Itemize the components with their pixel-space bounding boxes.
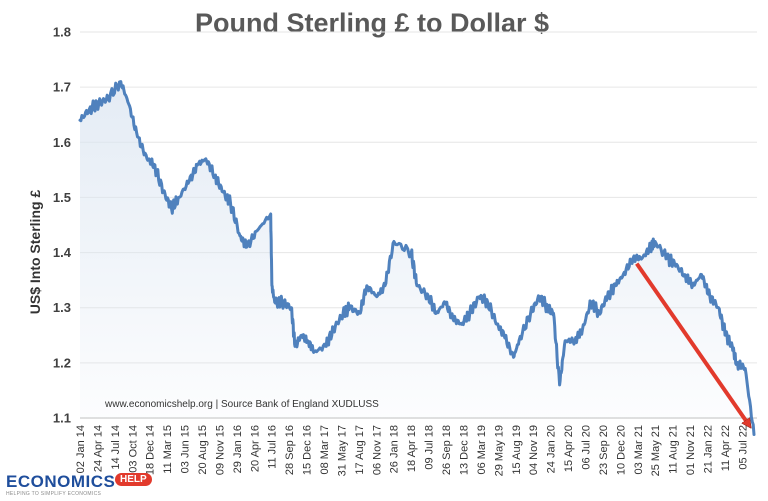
x-tick-label: 06 Jul 20 [581, 425, 593, 470]
y-tick-label: 1.1 [53, 411, 71, 426]
trend-arrow [635, 262, 748, 424]
y-axis-ticks: 1.1 1.2 1.3 1.4 1.5 1.6 1.7 1.8 [53, 25, 72, 426]
logo-tagline: HELPING TO SIMPLIFY ECONOMICS [6, 491, 102, 497]
x-tick-label: 15 Aug 19 [511, 425, 523, 475]
x-tick-label: 31 May 17 [336, 425, 348, 476]
chart-title: Pound Sterling £ to Dollar $ [195, 8, 549, 38]
logo-badge: HELP [115, 473, 152, 486]
x-tick-label: 03 Oct 14 [127, 425, 139, 473]
y-tick-label: 1.6 [53, 135, 71, 150]
x-tick-label: 06 Nov 17 [371, 425, 383, 475]
x-tick-label: 24 Apr 14 [92, 425, 104, 472]
y-axis-label: US$ Into Sterling £ [27, 190, 43, 315]
series-area-fill [80, 81, 754, 435]
logo-wordmark: ECONOMICS [6, 472, 116, 491]
x-tick-label: 06 Mar 19 [476, 425, 488, 475]
y-tick-label: 1.5 [53, 190, 71, 205]
x-tick-label: 28 Sep 16 [284, 425, 296, 475]
x-tick-label: 13 Dec 18 [459, 425, 471, 475]
x-tick-label: 11 Jul 16 [267, 425, 279, 469]
x-tick-label: 29 Jan 16 [232, 425, 244, 473]
y-tick-label: 1.8 [53, 25, 71, 40]
x-tick-label: 11 Apr 22 [720, 425, 732, 471]
y-tick-label: 1.4 [53, 245, 72, 260]
x-tick-label: 10 Dec 20 [615, 425, 627, 475]
x-tick-label: 11 Aug 21 [668, 425, 680, 474]
x-tick-label: 15 Apr 20 [563, 425, 575, 472]
source-annotation: www.economicshelp.org | Source Bank of E… [104, 399, 379, 410]
x-tick-label: 24 Jan 20 [546, 425, 558, 473]
y-tick-label: 1.7 [53, 80, 71, 95]
x-tick-label: 29 May 19 [493, 425, 505, 476]
x-tick-label: 08 Mar 17 [319, 425, 331, 475]
series-line-gbp-usd [78, 80, 756, 436]
x-tick-label: 03 Mar 21 [633, 425, 645, 475]
x-tick-label: 18 Apr 18 [406, 425, 418, 472]
x-tick-label: 25 May 21 [650, 425, 662, 476]
x-tick-label: 04 Nov 19 [528, 425, 540, 475]
x-tick-label: 20 Aug 15 [197, 425, 209, 475]
x-tick-label: 05 Jul 22 [737, 425, 749, 470]
x-tick-label: 15 Dec 16 [302, 425, 314, 475]
x-axis-ticks: 02 Jan 14 24 Apr 14 14 Jul 14 03 Oct 14 18 D… [75, 425, 749, 476]
x-tick-label: 23 Sep 20 [598, 425, 610, 475]
x-tick-label: 14 Jul 14 [110, 425, 122, 470]
x-tick-label: 03 Jun 15 [180, 425, 192, 473]
y-tick-label: 1.3 [53, 300, 71, 315]
x-tick-label: 17 Aug 17 [354, 425, 366, 475]
x-tick-label: 20 Apr 16 [249, 425, 261, 472]
x-tick-label: 01 Nov 21 [685, 425, 697, 475]
x-tick-label: 09 Jul 18 [424, 425, 436, 470]
x-tick-label: 21 Jan 22 [703, 425, 715, 473]
y-tick-label: 1.2 [53, 355, 71, 370]
x-tick-label: 26 Sep 18 [441, 425, 453, 475]
economicshelp-logo: ECONOMICS HELP HELPING TO SIMPLIFY ECONO… [6, 472, 196, 498]
x-tick-label: 26 Jan 18 [389, 425, 401, 473]
x-tick-label: 11 Mar 15 [162, 425, 174, 474]
x-tick-label: 09 Nov 15 [214, 425, 226, 475]
x-tick-label: 18 Dec 14 [145, 425, 157, 475]
x-tick-label: 02 Jan 14 [75, 425, 87, 473]
